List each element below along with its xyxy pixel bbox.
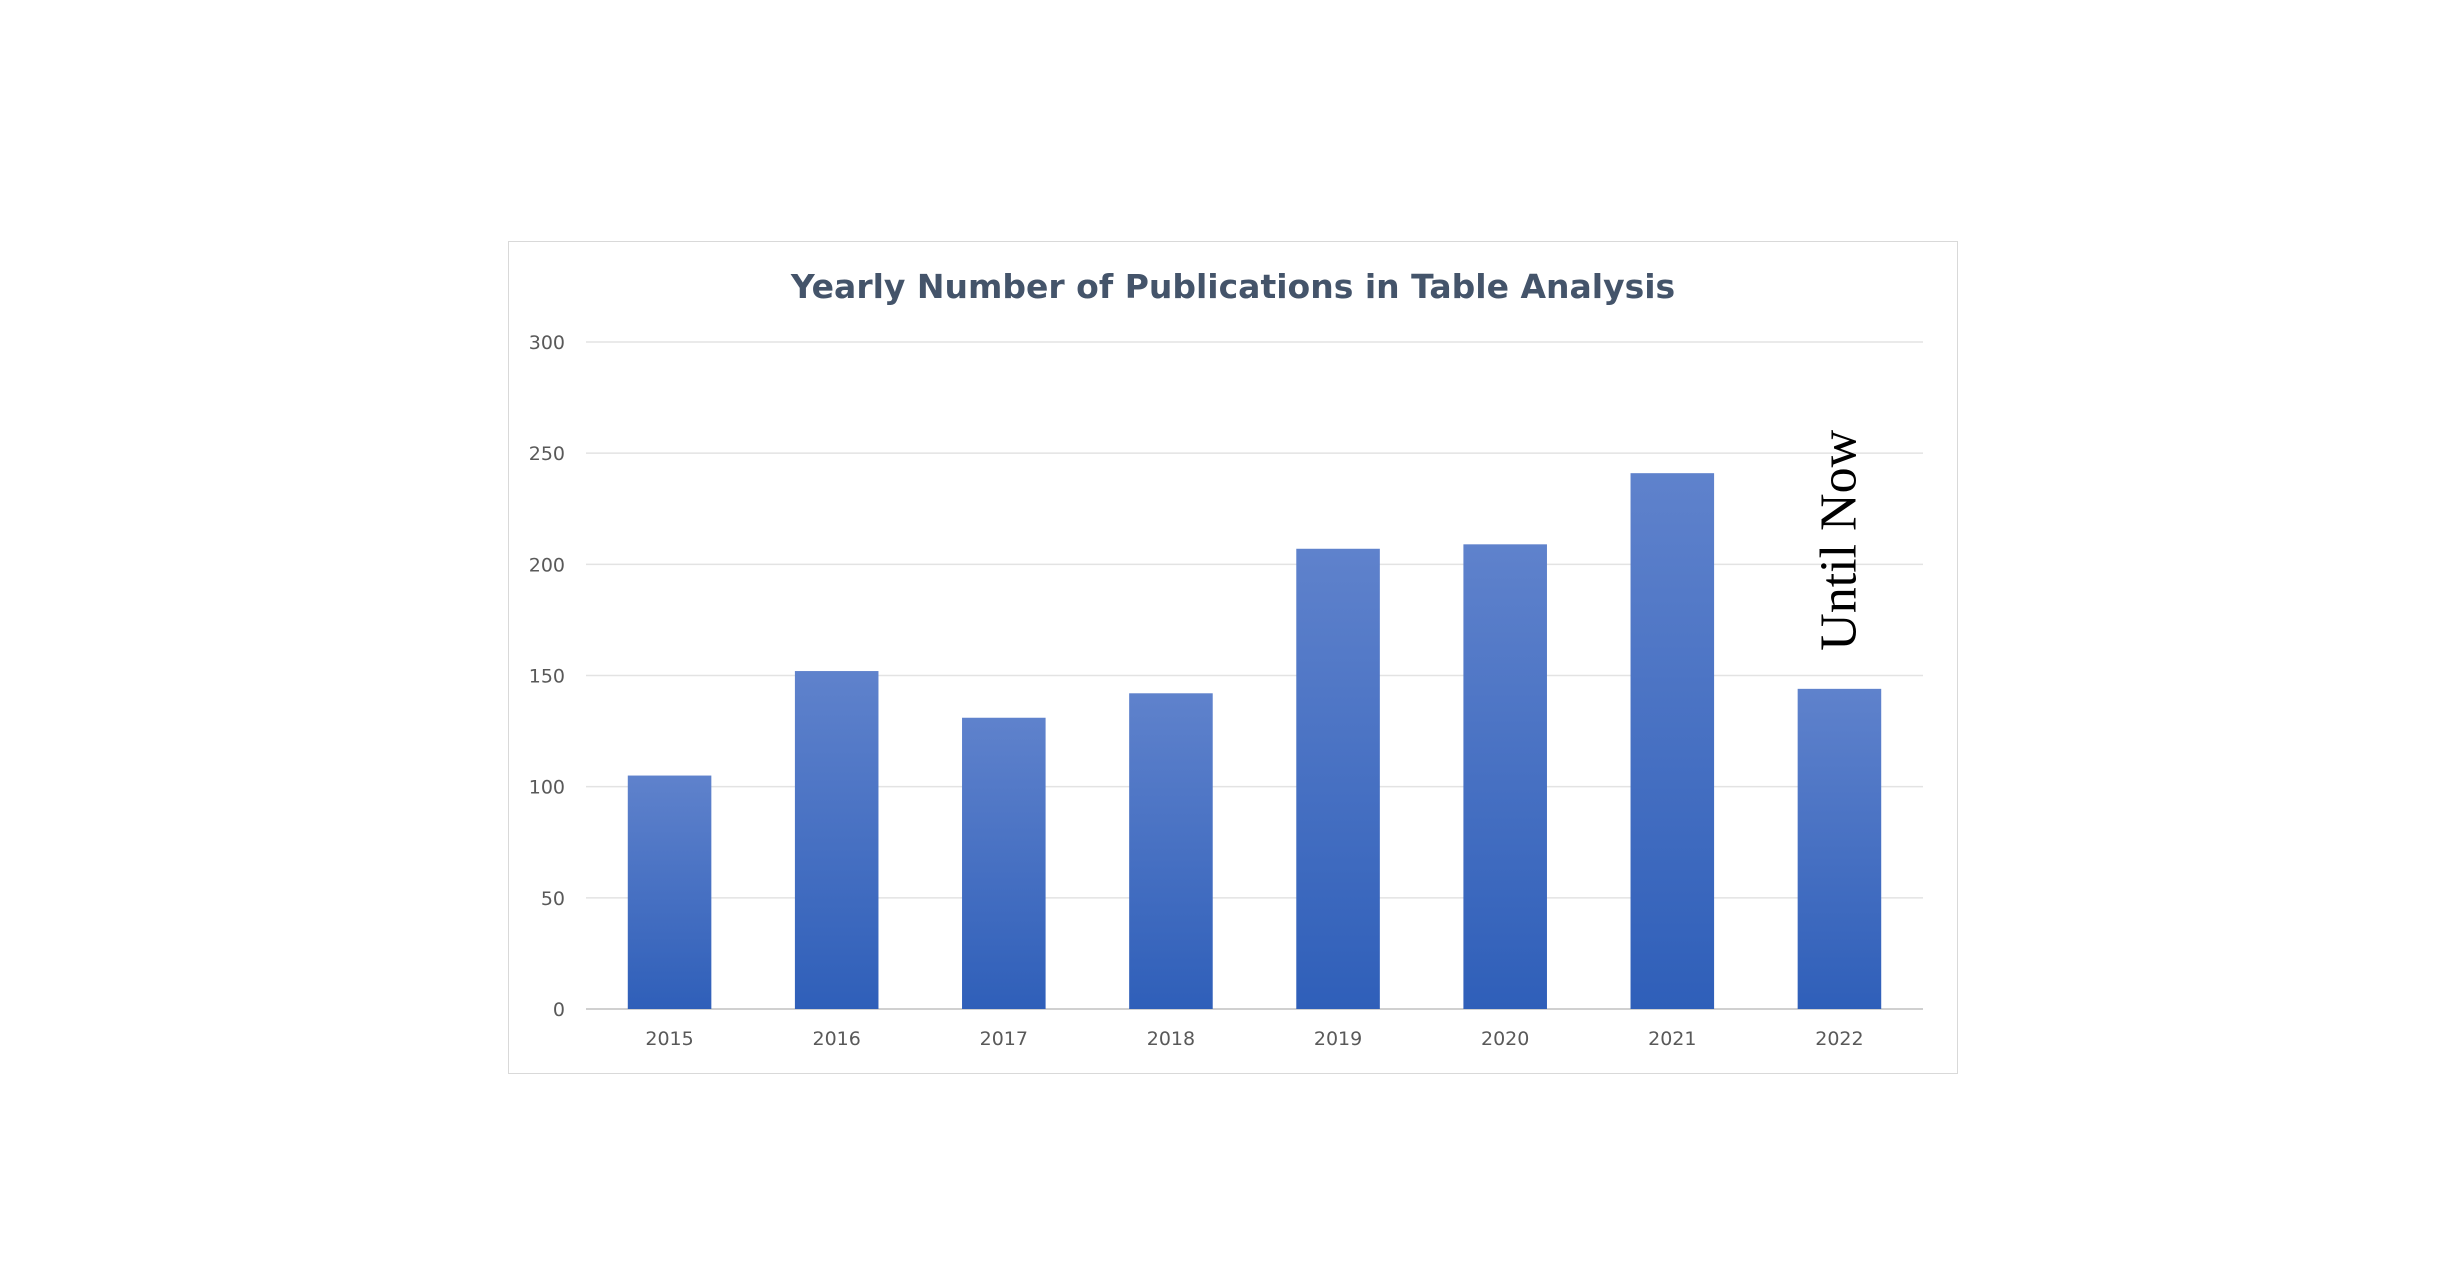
x-tick-label: 2019 [1314,1028,1362,1050]
bar-2020 [1463,544,1547,1009]
bar-2017 [962,717,1046,1009]
x-tick-label: 2021 [1648,1028,1696,1050]
x-tick-label: 2020 [1481,1028,1529,1050]
x-axis-tick-labels: 2015 2016 2017 2018 2019 2020 2021 2022 [645,1028,1863,1050]
x-tick-label: 2015 [645,1028,693,1050]
bar-2018 [1129,693,1213,1009]
y-tick-label: 250 [529,443,565,465]
y-tick-label: 50 [541,888,565,910]
x-tick-label: 2022 [1815,1028,1863,1050]
bar-2016 [794,671,879,1009]
y-axis-tick-labels: 0 50 100 150 200 250 300 [529,332,565,1021]
bar-2019 [1296,548,1380,1009]
bar-chart: Yearly Number of Publications in Table A… [529,267,1923,1050]
bar-2021 [1630,473,1715,1010]
x-tick-label: 2016 [813,1028,861,1050]
annotations: Until Now [1810,429,1867,650]
y-tick-label: 100 [529,777,565,799]
y-tick-label: 300 [529,332,565,354]
bar-2015 [627,775,712,1009]
y-tick-label: 0 [553,999,565,1021]
bars [627,473,1882,1010]
chart-area: Yearly Number of Publications in Table A… [508,241,1958,1074]
chart-title: Yearly Number of Publications in Table A… [790,267,1675,306]
y-tick-label: 150 [529,666,565,688]
x-tick-label: 2017 [980,1028,1028,1050]
y-tick-label: 200 [529,554,565,576]
gridlines [586,341,1923,1010]
bar-2022 [1797,688,1882,1009]
annotation-label: Until Now [1810,429,1867,650]
x-tick-label: 2018 [1147,1028,1195,1050]
